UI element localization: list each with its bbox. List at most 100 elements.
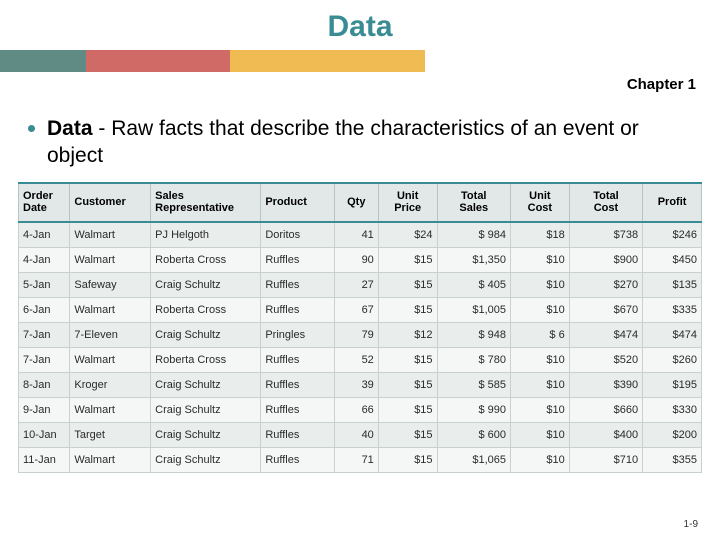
bullet-bold: Data bbox=[47, 117, 93, 140]
table-header-cell: OrderDate bbox=[19, 183, 70, 222]
table-cell: Ruffles bbox=[261, 272, 334, 297]
table-row: 5-JanSafewayCraig SchultzRuffles27$15$ 4… bbox=[19, 272, 702, 297]
table-cell: $ 948 bbox=[437, 322, 510, 347]
table-cell: 79 bbox=[334, 322, 378, 347]
table-cell: $10 bbox=[510, 422, 569, 447]
table-cell: Walmart bbox=[70, 247, 151, 272]
table-cell: Craig Schultz bbox=[151, 372, 261, 397]
table-cell: Roberta Cross bbox=[151, 297, 261, 322]
table-cell: Kroger bbox=[70, 372, 151, 397]
table-cell: $520 bbox=[569, 347, 642, 372]
table-cell: $15 bbox=[378, 247, 437, 272]
table-cell: Walmart bbox=[70, 297, 151, 322]
table-cell: $195 bbox=[643, 372, 702, 397]
table-cell: $ 585 bbox=[437, 372, 510, 397]
table-header-cell: Profit bbox=[643, 183, 702, 222]
table-cell: 52 bbox=[334, 347, 378, 372]
table-cell: $1,350 bbox=[437, 247, 510, 272]
slide-title: Data bbox=[0, 10, 720, 44]
table-cell: 4-Jan bbox=[19, 247, 70, 272]
table-head: OrderDateCustomerSalesRepresentativeProd… bbox=[19, 183, 702, 222]
table-cell: 7-Eleven bbox=[70, 322, 151, 347]
table-cell: 10-Jan bbox=[19, 422, 70, 447]
table-body: 4-JanWalmartPJ HelgothDoritos41$24$ 984$… bbox=[19, 222, 702, 473]
title-area: Data bbox=[0, 0, 720, 50]
table-cell: Walmart bbox=[70, 397, 151, 422]
table-cell: Ruffles bbox=[261, 347, 334, 372]
table-cell: $260 bbox=[643, 347, 702, 372]
table-header-cell: Customer bbox=[70, 183, 151, 222]
table-header-cell: Product bbox=[261, 183, 334, 222]
table-cell: $270 bbox=[569, 272, 642, 297]
table-cell: Pringles bbox=[261, 322, 334, 347]
table-cell: $355 bbox=[643, 447, 702, 472]
color-stripe bbox=[0, 50, 720, 72]
table-cell: Ruffles bbox=[261, 297, 334, 322]
table-cell: $474 bbox=[643, 322, 702, 347]
table-header-cell: UnitCost bbox=[510, 183, 569, 222]
table-cell: Craig Schultz bbox=[151, 422, 261, 447]
table-cell: $670 bbox=[569, 297, 642, 322]
table-cell: 4-Jan bbox=[19, 222, 70, 248]
table-row: 10-JanTargetCraig SchultzRuffles40$15$ 6… bbox=[19, 422, 702, 447]
table-cell: $10 bbox=[510, 297, 569, 322]
table-cell: $1,005 bbox=[437, 297, 510, 322]
table-cell: Craig Schultz bbox=[151, 397, 261, 422]
table-cell: $200 bbox=[643, 422, 702, 447]
table-row: 6-JanWalmartRoberta CrossRuffles67$15$1,… bbox=[19, 297, 702, 322]
table-cell: $18 bbox=[510, 222, 569, 248]
slide: Data Chapter 1 Data - Raw facts that des… bbox=[0, 0, 720, 540]
table-header-cell: Qty bbox=[334, 183, 378, 222]
table-row: 9-JanWalmartCraig SchultzRuffles66$15$ 9… bbox=[19, 397, 702, 422]
table-cell: Ruffles bbox=[261, 447, 334, 472]
table-cell: $335 bbox=[643, 297, 702, 322]
table-cell: $15 bbox=[378, 422, 437, 447]
table-cell: $400 bbox=[569, 422, 642, 447]
table-cell: 7-Jan bbox=[19, 347, 70, 372]
stripe-segment bbox=[425, 50, 720, 72]
stripe-segment bbox=[230, 50, 424, 72]
table-cell: 90 bbox=[334, 247, 378, 272]
table-cell: $900 bbox=[569, 247, 642, 272]
bullet-rest: - Raw facts that describe the characteri… bbox=[47, 117, 639, 167]
table-cell: $660 bbox=[569, 397, 642, 422]
table-wrap: OrderDateCustomerSalesRepresentativeProd… bbox=[0, 182, 720, 473]
table-row: 7-JanWalmartRoberta CrossRuffles52$15$ 7… bbox=[19, 347, 702, 372]
table-cell: $10 bbox=[510, 247, 569, 272]
table-cell: Ruffles bbox=[261, 372, 334, 397]
table-cell: 7-Jan bbox=[19, 322, 70, 347]
table-header-cell: SalesRepresentative bbox=[151, 183, 261, 222]
stripe-segment bbox=[0, 50, 86, 72]
table-cell: 27 bbox=[334, 272, 378, 297]
table-cell: 41 bbox=[334, 222, 378, 248]
table-cell: 8-Jan bbox=[19, 372, 70, 397]
table-cell: 5-Jan bbox=[19, 272, 70, 297]
table-cell: $474 bbox=[569, 322, 642, 347]
table-cell: $738 bbox=[569, 222, 642, 248]
table-cell: 71 bbox=[334, 447, 378, 472]
table-cell: Craig Schultz bbox=[151, 322, 261, 347]
table-cell: $ 780 bbox=[437, 347, 510, 372]
table-cell: $15 bbox=[378, 347, 437, 372]
table-cell: Craig Schultz bbox=[151, 447, 261, 472]
table-cell: $ 600 bbox=[437, 422, 510, 447]
table-cell: $ 990 bbox=[437, 397, 510, 422]
table-header-cell: TotalCost bbox=[569, 183, 642, 222]
bullet-dot-icon bbox=[28, 125, 35, 132]
data-table: OrderDateCustomerSalesRepresentativeProd… bbox=[18, 182, 702, 473]
bullet-block: Data - Raw facts that describe the chara… bbox=[0, 93, 720, 182]
table-cell: $15 bbox=[378, 297, 437, 322]
table-cell: Safeway bbox=[70, 272, 151, 297]
table-cell: 67 bbox=[334, 297, 378, 322]
table-cell: PJ Helgoth bbox=[151, 222, 261, 248]
table-cell: 11-Jan bbox=[19, 447, 70, 472]
table-cell: $ 984 bbox=[437, 222, 510, 248]
table-cell: $15 bbox=[378, 397, 437, 422]
table-cell: $10 bbox=[510, 272, 569, 297]
table-cell: Target bbox=[70, 422, 151, 447]
table-cell: $15 bbox=[378, 447, 437, 472]
table-cell: $10 bbox=[510, 347, 569, 372]
stripe-segment bbox=[86, 50, 230, 72]
table-row: 11-JanWalmartCraig SchultzRuffles71$15$1… bbox=[19, 447, 702, 472]
table-cell: $ 6 bbox=[510, 322, 569, 347]
